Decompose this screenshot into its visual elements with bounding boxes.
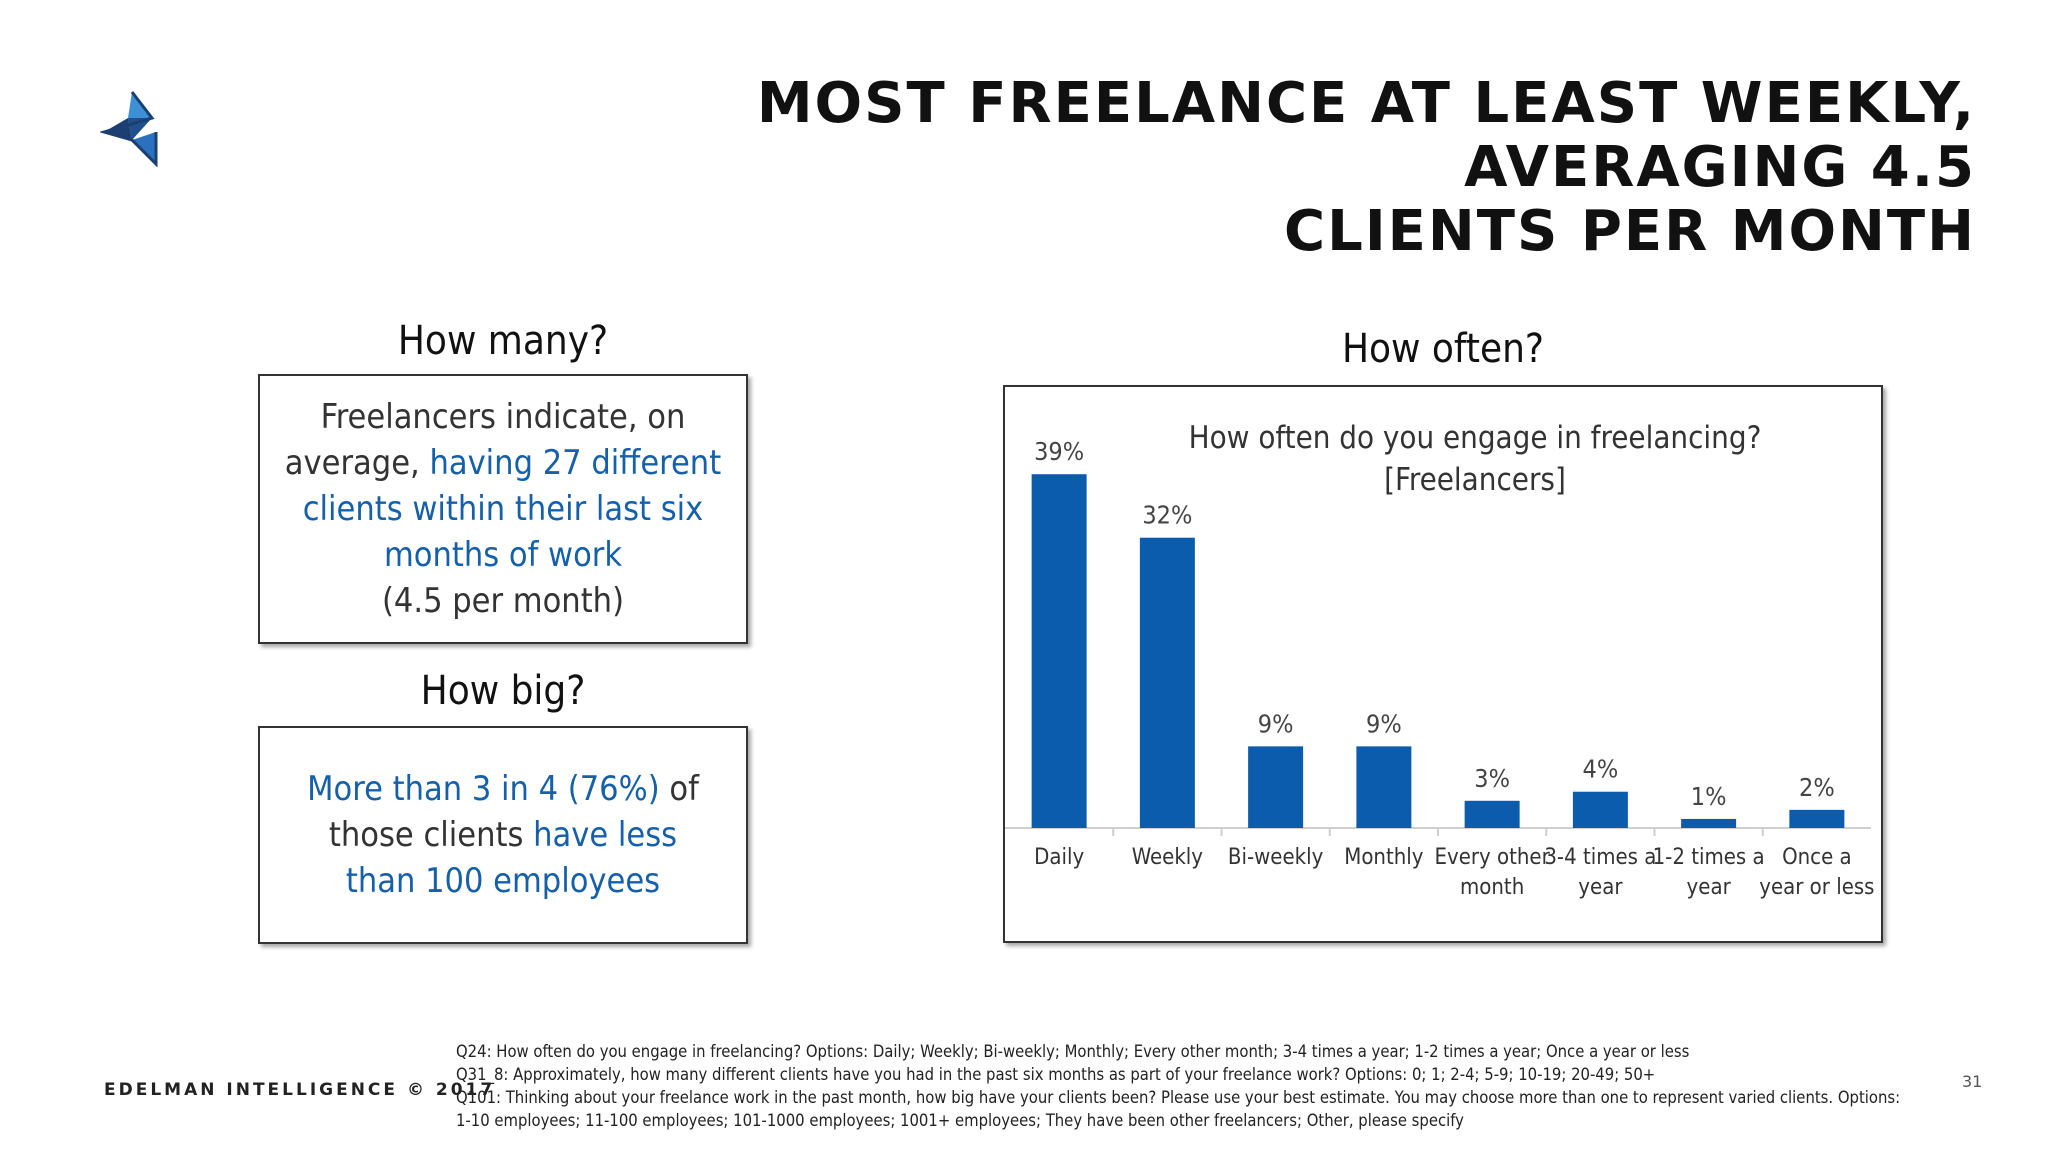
page-title: MOST FREELANCE AT LEAST WEEKLY, AVERAGIN… bbox=[376, 72, 1976, 264]
title-line-1: MOST FREELANCE AT LEAST WEEKLY, AVERAGIN… bbox=[756, 71, 1976, 200]
chart-title-line-1: How often do you engage in freelancing? bbox=[1188, 420, 1762, 456]
category-label-5-1: year bbox=[1578, 875, 1623, 900]
footnote-q31: Q31_8: Approximately, how many different… bbox=[456, 1065, 1656, 1084]
bar-7 bbox=[1789, 809, 1845, 828]
data-label-7: 2% bbox=[1799, 773, 1835, 802]
how-big-plain-1: of those clients bbox=[328, 769, 699, 855]
bar-2 bbox=[1248, 746, 1304, 828]
footnote-q101: Q101: Thinking about your freelance work… bbox=[456, 1088, 1901, 1107]
frequency-chart: 39% Daily 32% Weekly 9% Bi-weekly 9% Monthly 3% E… bbox=[1003, 385, 1883, 943]
how-many-text-highlight: having 27 different clients within their… bbox=[302, 443, 722, 575]
data-label-6: 1% bbox=[1691, 782, 1727, 811]
category-label-4-1: month bbox=[1460, 875, 1524, 900]
category-label-4-0: Every other bbox=[1435, 845, 1551, 870]
how-big-heading: How big? bbox=[420, 668, 586, 714]
how-many-text: Freelancers indicate, on average, having… bbox=[260, 394, 746, 624]
category-label-1-0: Weekly bbox=[1132, 845, 1204, 870]
how-big-highlight-1: More than 3 in 4 (76%) bbox=[307, 769, 660, 809]
how-often-heading: How often? bbox=[1341, 326, 1545, 372]
data-label-2: 9% bbox=[1258, 709, 1294, 738]
how-many-text-pre: Freelancers indicate, on average, bbox=[284, 397, 686, 483]
data-label-5: 4% bbox=[1583, 755, 1619, 784]
chart-title: How often do you engage in freelancing? … bbox=[1125, 417, 1825, 501]
category-label-2-0: Bi-weekly bbox=[1228, 845, 1324, 870]
bar-6 bbox=[1681, 818, 1737, 828]
data-label-4: 3% bbox=[1474, 764, 1510, 793]
category-label-6-0: 1-2 times a bbox=[1653, 845, 1765, 870]
category-label-6-1: year bbox=[1687, 875, 1732, 900]
how-many-box: Freelancers indicate, on average, having… bbox=[258, 374, 748, 644]
chart-title-line-2: [Freelancers] bbox=[1384, 462, 1566, 498]
bar-5 bbox=[1572, 791, 1628, 828]
footnotes: Q24: How often do you engage in freelanc… bbox=[456, 1040, 1956, 1132]
category-label-0-0: Daily bbox=[1034, 845, 1084, 870]
bar-3 bbox=[1356, 746, 1412, 828]
bar-1 bbox=[1139, 537, 1195, 828]
data-label-0: 39% bbox=[1034, 437, 1084, 466]
title-line-2: CLIENTS PER MONTH bbox=[1284, 199, 1976, 264]
category-label-5-0: 3-4 times a bbox=[1544, 845, 1656, 870]
data-label-1: 32% bbox=[1142, 501, 1192, 530]
edelman-logo bbox=[100, 91, 158, 168]
bar-4 bbox=[1464, 800, 1520, 828]
how-big-text: More than 3 in 4 (76%) of those clients … bbox=[290, 766, 716, 904]
frequency-chart-svg: 39% Daily 32% Weekly 9% Bi-weekly 9% Monthly 3% E… bbox=[1005, 437, 1875, 900]
category-label-7-0: Once a bbox=[1782, 845, 1852, 870]
category-label-7-1: year or less bbox=[1759, 875, 1874, 900]
how-big-box: More than 3 in 4 (76%) of those clients … bbox=[258, 726, 748, 944]
page-number: 31 bbox=[1962, 1072, 1983, 1091]
footnote-q101-options: 1-10 employees; 11-100 employees; 101-10… bbox=[456, 1111, 1464, 1130]
bar-0 bbox=[1031, 474, 1087, 828]
category-label-3-0: Monthly bbox=[1344, 845, 1424, 870]
how-many-heading: How many? bbox=[397, 318, 609, 364]
how-big-highlight-2: have less than 100 employees bbox=[345, 815, 678, 901]
data-label-3: 9% bbox=[1366, 709, 1402, 738]
footnote-q24: Q24: How often do you engage in freelanc… bbox=[456, 1042, 1690, 1061]
footer-brand: EDELMAN INTELLIGENCE © 2017 bbox=[104, 1080, 496, 1100]
how-many-text-post: (4.5 per month) bbox=[381, 581, 625, 621]
